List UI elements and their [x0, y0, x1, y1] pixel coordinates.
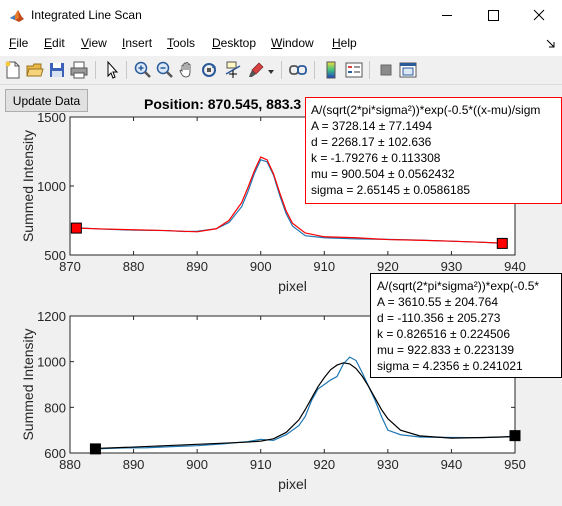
- y-tick-label: 800: [44, 400, 66, 415]
- x-tick-label: 910: [313, 259, 335, 274]
- minimize-icon: [442, 15, 452, 16]
- y-tick-label: 600: [44, 446, 66, 461]
- x-tick-label: 930: [377, 457, 399, 472]
- matlab-logo-icon: [10, 10, 24, 22]
- colorbar-icon[interactable]: [321, 60, 341, 80]
- y-tick-label: 1000: [37, 179, 66, 194]
- fit-series-line: [76, 156, 503, 244]
- brush-icon[interactable]: [247, 60, 267, 80]
- toolbar-separator: [281, 61, 282, 79]
- toolbar-separator: [95, 61, 96, 79]
- fit-param-a: A = 3728.14 ± 77.1494: [311, 119, 433, 133]
- menu-window[interactable]: Window: [271, 36, 314, 50]
- save-icon[interactable]: [47, 60, 67, 80]
- maximize-button[interactable]: [470, 0, 516, 31]
- brush-dropdown-icon[interactable]: [268, 69, 274, 75]
- zoom-out-icon[interactable]: [155, 60, 175, 80]
- menu-bar: File Edit View Insert Tools Desktop Wind…: [0, 31, 562, 56]
- print-icon[interactable]: [69, 60, 89, 80]
- menu-insert[interactable]: Insert: [122, 36, 153, 50]
- x-tick-label: 930: [441, 259, 463, 274]
- y-tick-label: 1200: [37, 309, 66, 324]
- fit-formula: A/(sqrt(2*pi*sigma²))*exp(-0.5*: [377, 279, 540, 293]
- menu-file[interactable]: File: [9, 36, 29, 50]
- y-tick-label: 500: [44, 248, 66, 263]
- top-axes[interactable]: 870 880 890 900 910 920 930 940 500 1000 1500 pixel…: [20, 110, 526, 294]
- fit-param-k: k = -1.79276 ± 0.113308: [311, 151, 441, 165]
- fit-param-sigma: sigma = 2.65145 ± 0.0586185: [311, 183, 471, 197]
- fit-param-mu: mu = 900.504 ± 0.0562432: [311, 167, 455, 181]
- x-tick-label: 940: [504, 259, 526, 274]
- fit-param-d: d = 2268.17 ± 102.636: [311, 135, 432, 149]
- fit-param-a: A = 3610.55 ± 204.764: [377, 295, 499, 309]
- x-tick-label: 900: [250, 259, 272, 274]
- x-tick-label: 890: [123, 457, 145, 472]
- zoom-in-icon[interactable]: [133, 60, 153, 80]
- y-tick-label: 1500: [37, 110, 66, 125]
- y-tick-label: 1000: [37, 355, 66, 370]
- menu-edit[interactable]: Edit: [44, 36, 65, 50]
- fit-series-line: [95, 362, 516, 450]
- fit-formula: A/(sqrt(2*pi*sigma²))*exp(-0.5*((x-mu)/s…: [311, 103, 541, 117]
- range-marker[interactable]: [496, 237, 508, 249]
- close-button[interactable]: [516, 0, 562, 31]
- range-marker[interactable]: [509, 430, 521, 442]
- close-icon: [533, 9, 545, 21]
- x-axis-label: pixel: [278, 476, 307, 492]
- y-axis-label: Summed Intensity: [20, 328, 36, 440]
- menu-tools[interactable]: Tools: [167, 36, 196, 50]
- update-data-button[interactable]: Update Data: [5, 89, 88, 112]
- x-tick-label: 910: [250, 457, 272, 472]
- pointer-icon[interactable]: [102, 60, 122, 80]
- legend-icon[interactable]: [344, 60, 364, 80]
- data-cursor-icon[interactable]: [223, 60, 243, 80]
- toolbar: [0, 56, 562, 85]
- x-tick-label: 950: [504, 457, 526, 472]
- position-readout: Position: 870.545, 883.3: [144, 96, 302, 112]
- x-tick-label: 900: [186, 457, 208, 472]
- range-marker[interactable]: [89, 443, 101, 455]
- menu-help[interactable]: Help: [332, 36, 357, 50]
- x-tick-label: 880: [59, 457, 81, 472]
- toolbar-separator: [369, 61, 370, 79]
- menu-view[interactable]: View: [81, 36, 107, 50]
- fit-param-d: d = -110.356 ± 205.273: [377, 311, 501, 325]
- toolbar-separator: [126, 61, 127, 79]
- fit-param-mu: mu = 922.833 ± 0.223139: [377, 343, 515, 357]
- rotate-3d-icon[interactable]: [199, 60, 219, 80]
- title-bar: Integrated Line Scan: [0, 0, 562, 31]
- open-file-icon[interactable]: [25, 60, 45, 80]
- data-series-line: [95, 356, 516, 450]
- menu-desktop[interactable]: Desktop: [212, 36, 257, 50]
- maximize-icon: [488, 10, 499, 21]
- hide-plot-tools-icon[interactable]: [376, 60, 396, 80]
- range-marker[interactable]: [70, 222, 82, 234]
- new-figure-icon[interactable]: [3, 60, 23, 80]
- fit-param-sigma: sigma = 4.2356 ± 0.241021: [377, 359, 523, 373]
- x-tick-label: 890: [186, 259, 208, 274]
- fit-param-k: k = 0.826516 ± 0.224506: [377, 327, 511, 341]
- link-plot-icon[interactable]: [288, 60, 308, 80]
- fit-results-top: A/(sqrt(2*pi*sigma²))*exp(-0.5*((x-mu)/s…: [305, 97, 562, 204]
- x-tick-label: 920: [313, 457, 335, 472]
- pan-hand-icon[interactable]: [177, 60, 197, 80]
- fit-results-bottom: A/(sqrt(2*pi*sigma²))*exp(-0.5* A = 3610…: [370, 273, 562, 378]
- show-plot-tools-icon[interactable]: [398, 60, 418, 80]
- x-tick-label: 920: [377, 259, 399, 274]
- x-tick-label: 870: [59, 259, 81, 274]
- x-tick-label: 940: [441, 457, 463, 472]
- toolbar-separator: [314, 61, 315, 79]
- x-tick-label: 880: [123, 259, 145, 274]
- minimize-button[interactable]: [424, 0, 470, 31]
- window-title: Integrated Line Scan: [31, 8, 142, 22]
- x-axis-label: pixel: [278, 278, 307, 294]
- y-axis-label: Summed Intensity: [20, 130, 36, 242]
- dock-arrow-icon[interactable]: [546, 39, 556, 49]
